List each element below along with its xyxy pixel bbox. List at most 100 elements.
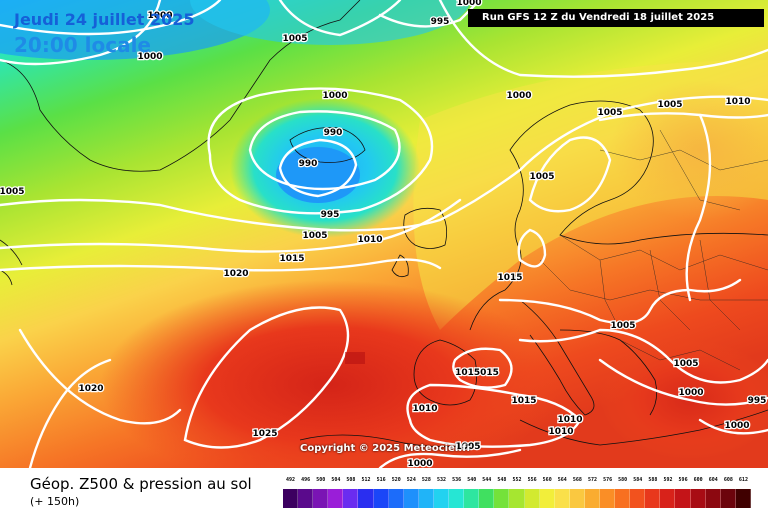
isobar-label: 1005: [529, 172, 554, 182]
color-scale-label: 556: [527, 477, 537, 483]
isobar-label: 1020: [223, 269, 248, 279]
forecast-date: Jeudi 24 juillet 2025: [14, 10, 195, 29]
isobar-label: 1000: [456, 0, 481, 8]
color-scale-label: 500: [316, 477, 326, 483]
color-scale-swatch: [449, 489, 465, 508]
color-scale-label: 612: [738, 477, 748, 483]
isobar-label: 1010: [412, 404, 437, 414]
color-scale-swatch: [705, 489, 721, 508]
color-scale-swatch: [509, 489, 525, 508]
color-scale-swatch: [720, 489, 736, 508]
isobar-label: 1010: [725, 97, 750, 107]
isobar-label: 1005: [610, 321, 635, 331]
warm-core-east: [610, 80, 768, 220]
isobar-label: 1025: [252, 429, 277, 439]
color-scale-label: 512: [361, 477, 371, 483]
isobar-label: 995: [748, 396, 767, 406]
color-scale-label: 492: [286, 477, 296, 483]
color-scale-label: 560: [542, 477, 552, 483]
color-scale-swatch: [479, 489, 495, 508]
isobar-label: 1005: [657, 100, 682, 110]
color-scale-swatch: [690, 489, 706, 508]
warm-core-southwest: [100, 280, 560, 468]
color-scale-swatch: [298, 489, 314, 508]
isobar-label: 995: [321, 210, 340, 220]
color-scale-label: 600: [693, 477, 703, 483]
color-scale-label: 608: [723, 477, 733, 483]
isobar-label: 1000: [678, 388, 703, 398]
color-scale-label: 592: [663, 477, 673, 483]
isobar-label: 1005: [282, 34, 307, 44]
color-scale-label: 496: [301, 477, 311, 483]
isobar-label: 1015015: [455, 368, 499, 378]
color-scale-swatch: [328, 489, 344, 508]
color-scale-swatch: [343, 489, 359, 508]
color-scale-swatch: [584, 489, 600, 508]
color-scale-label: 540: [467, 477, 477, 483]
run-info-banner: Run GFS 12 Z du Vendredi 18 juillet 2025: [468, 9, 764, 27]
isobar-labels: 1000 1000 1005 995 1000 1000 990 990 995 1005 1010…: [0, 0, 768, 468]
isobar-label: 1005: [597, 108, 622, 118]
color-scale-swatch: [494, 489, 510, 508]
iceland-low-core: [276, 147, 360, 203]
color-scale-swatch: [283, 489, 299, 508]
isobar-label: 1020: [78, 384, 103, 394]
legend-footer: Géop. Z500 & pression au sol (+ 150h) 49…: [0, 468, 768, 512]
color-scale-swatch: [539, 489, 555, 508]
color-scale-bar: [283, 489, 751, 508]
color-scale-label: 580: [618, 477, 628, 483]
isobar-label: 1010: [548, 427, 573, 437]
warm-core-southeast: [600, 340, 768, 460]
color-scale-label: 552: [512, 477, 522, 483]
isobar-lines: [0, 0, 768, 468]
isobar-label: 1005: [455, 442, 480, 452]
color-scale-label: 520: [391, 477, 401, 483]
color-scale-label: 508: [346, 477, 356, 483]
color-scale-label: 504: [331, 477, 341, 483]
isobar-label: 1005: [673, 359, 698, 369]
isobar-label: 1000: [322, 91, 347, 101]
color-scale-swatch: [373, 489, 389, 508]
cyclone-centre-marker: [345, 352, 365, 364]
color-scale-swatch: [358, 489, 374, 508]
color-scale-label: 568: [572, 477, 582, 483]
color-scale-label: 584: [633, 477, 643, 483]
isobar-label: 1000: [724, 421, 749, 431]
color-scale-swatch: [630, 489, 646, 508]
color-scale-swatch: [403, 489, 419, 508]
forecast-lead-time: (+ 150h): [30, 495, 80, 508]
color-scale-label: 532: [436, 477, 447, 483]
color-scale-swatch: [524, 489, 540, 508]
color-scale-swatch: [433, 489, 450, 508]
color-scale-label: 528: [421, 477, 431, 483]
color-scale-swatch: [735, 489, 751, 508]
color-scale-label: 576: [603, 477, 613, 483]
color-scale-swatch: [660, 489, 676, 508]
color-scale-swatch: [554, 489, 570, 508]
color-scale-label: 572: [587, 477, 597, 483]
color-scale-label: 604: [708, 477, 718, 483]
copyright-notice: Copyright © 2025 Meteociel.fr: [300, 443, 472, 454]
color-scale-label: 548: [497, 477, 507, 483]
color-scale-label: 524: [406, 477, 416, 483]
run-info-text: Run GFS 12 Z du Vendredi 18 juillet 2025: [482, 12, 715, 23]
isobar-label: 1000: [407, 459, 432, 468]
isobar-label: 1000: [506, 91, 531, 101]
color-scale-swatch: [418, 489, 434, 508]
isobar-label: 1005: [302, 231, 327, 241]
color-scale-swatch: [569, 489, 585, 508]
isobar-label: 990: [299, 159, 318, 169]
color-scale-label: 536: [452, 477, 462, 483]
color-scale-swatch: [645, 489, 661, 508]
product-title: Géop. Z500 & pression au sol: [30, 475, 252, 493]
color-scale-swatch: [313, 489, 329, 508]
color-scale-label: 544: [482, 477, 492, 483]
isobar-label: 1000: [137, 52, 162, 62]
isobar-label: 1005: [0, 187, 25, 197]
color-scale-swatch: [615, 489, 631, 508]
isobar-label: 1015: [497, 273, 522, 283]
isobar-label: 1010: [557, 415, 582, 425]
isobar-label: 1015: [511, 396, 536, 406]
forecast-map: 1000 1000 1005 995 1000 1000 990 990 995 1005 1010…: [0, 0, 768, 468]
